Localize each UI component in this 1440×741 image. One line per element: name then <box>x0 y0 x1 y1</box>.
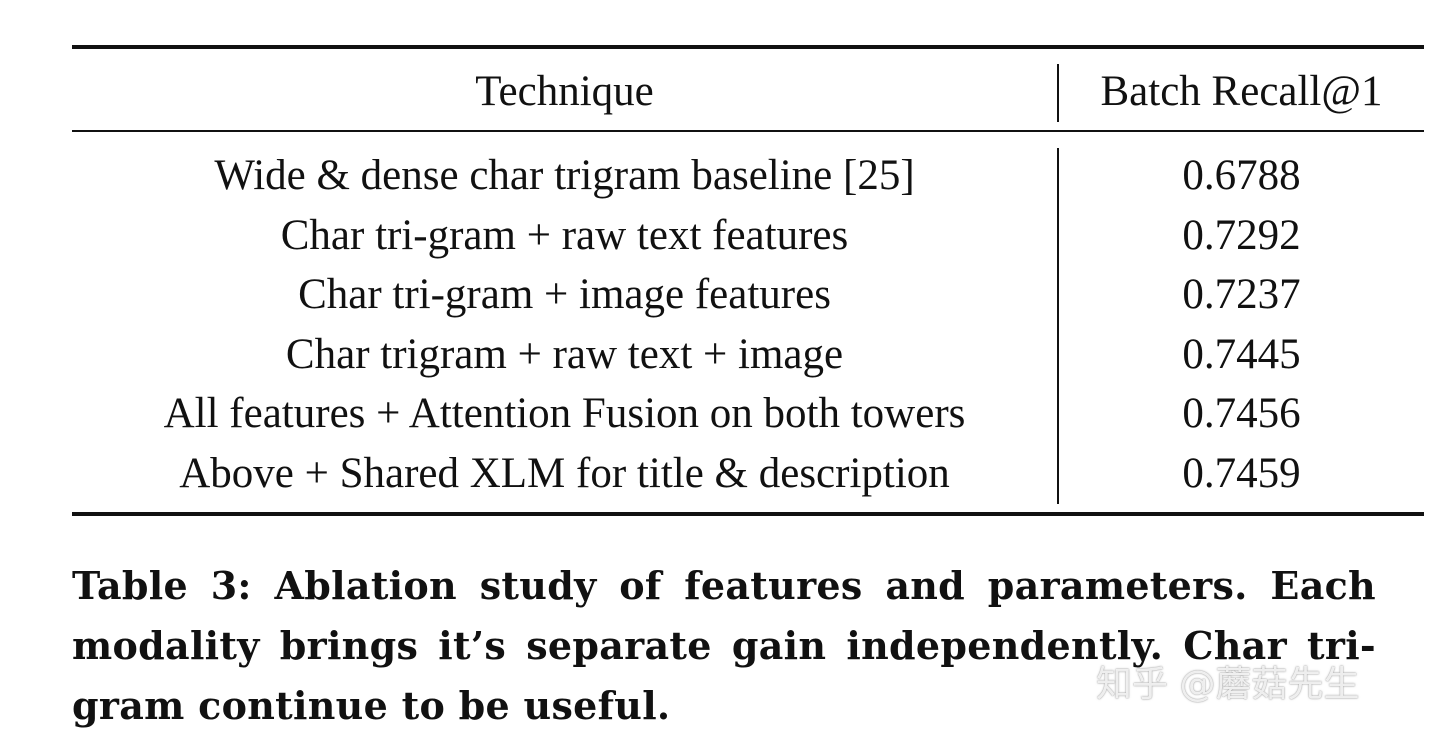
column-divider <box>1057 148 1059 504</box>
recall-value-cell: 0.7445 <box>1182 330 1301 378</box>
table-row: Char trigram + raw text + image 0.7445 <box>72 325 1424 385</box>
recall-value-cell: 0.6788 <box>1182 152 1301 199</box>
column-header-technique: Technique <box>475 68 654 115</box>
technique-cell: All features + Attention Fusion on both … <box>163 390 966 437</box>
table-row: Char tri-gram + image features 0.7237 <box>72 265 1424 325</box>
technique-cell: Char trigram + raw text + image <box>285 330 844 378</box>
technique-cell: Char tri-gram + image features <box>298 271 831 318</box>
recall-value-cell: 0.7459 <box>1182 449 1301 497</box>
recall-value-cell: 0.7237 <box>1182 271 1301 318</box>
watermark: 知乎 @蘑菇先生 <box>1096 664 1360 705</box>
table-row: Char tri-gram + raw text features 0.7292 <box>72 206 1424 266</box>
technique-cell: Above + Shared XLM for title & descripti… <box>179 449 950 497</box>
table-header-rule <box>72 130 1424 132</box>
recall-value-cell: 0.7292 <box>1182 211 1301 259</box>
technique-cell: Char tri-gram + raw text features <box>280 211 849 259</box>
column-header-batch-recall: Batch Recall@1 <box>1100 68 1383 115</box>
table-bottom-rule <box>72 512 1424 516</box>
table-row: All features + Attention Fusion on both … <box>72 384 1424 444</box>
column-divider <box>1057 64 1059 122</box>
technique-cell: Wide & dense char trigram baseline [25] <box>214 152 915 199</box>
table-row: Above + Shared XLM for title & descripti… <box>72 444 1424 504</box>
recall-value-cell: 0.7456 <box>1182 390 1301 437</box>
table-row: Wide & dense char trigram baseline [25] … <box>72 146 1424 206</box>
table-caption: Table 3: Ablation study of features and … <box>72 563 1376 728</box>
table-top-rule <box>72 45 1424 49</box>
